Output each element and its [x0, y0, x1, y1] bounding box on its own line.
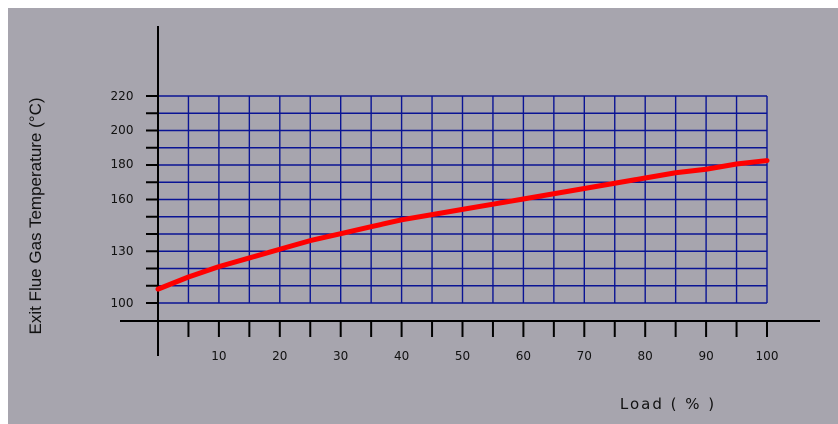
x-tick-label: 20 — [272, 349, 287, 363]
series — [155, 158, 770, 292]
y-tick-label: 180 — [111, 157, 134, 171]
x-tick-label: 80 — [638, 349, 653, 363]
series-line — [155, 158, 770, 292]
x-tick-label: 60 — [516, 349, 531, 363]
chart-panel: 10 20 30 40 50 60 70 80 90 100 100 130 160 180 200 220… — [8, 8, 838, 424]
y-tick-label: 200 — [111, 123, 134, 137]
y-axis-label: Exit Flue Gas Temperature (°C) — [26, 97, 45, 334]
x-tick-label: 40 — [394, 349, 409, 363]
x-tick-label: 10 — [211, 349, 226, 363]
y-tick-label: 220 — [111, 89, 134, 103]
x-tick-label: 70 — [577, 349, 592, 363]
x-tick-label: 50 — [455, 349, 470, 363]
x-tick-label: 90 — [698, 349, 713, 363]
chart-svg: 10 20 30 40 50 60 70 80 90 100 100 130 160 180 200 220… — [26, 26, 820, 413]
axes — [120, 26, 820, 356]
grid — [157, 95, 768, 304]
x-tick-label: 30 — [333, 349, 348, 363]
x-axis-label: Load ( % ) — [620, 395, 716, 413]
x-axis-ticks: 10 20 30 40 50 60 70 80 90 100 — [187, 321, 779, 363]
x-tick-label: 100 — [756, 349, 779, 363]
y-tick-label: 160 — [111, 192, 134, 206]
y-axis-ticks: 100 130 160 180 200 220 — [111, 89, 158, 310]
y-tick-label: 100 — [111, 296, 134, 310]
y-tick-label: 130 — [111, 244, 134, 258]
